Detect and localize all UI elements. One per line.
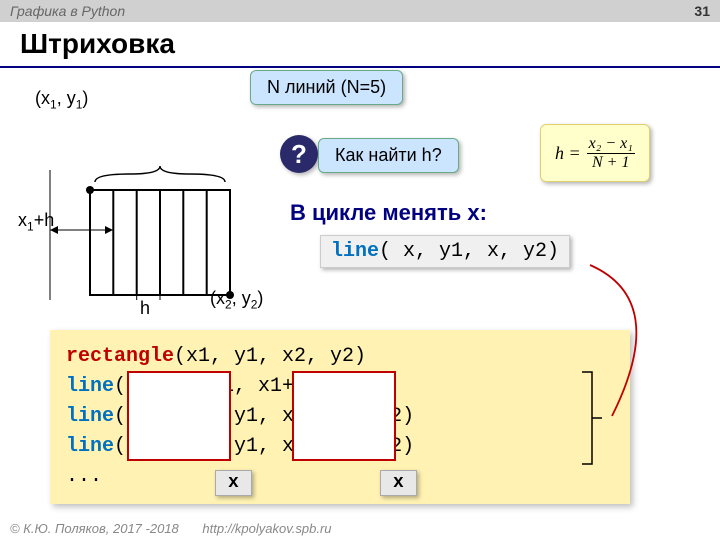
label-h: h [140,298,150,319]
formula-box: h = x₂ − x₁ N + 1 [540,124,650,182]
callout-n-lines: N линий (N=5) [250,70,403,105]
kw-line: line [331,240,379,263]
hl-col2 [292,371,396,461]
header-left: Графика в Python [10,3,125,19]
title-underline [0,66,720,68]
page-number: 31 [694,3,710,19]
formula-fraction: x₂ − x₁ N + 1 [587,135,635,171]
question-text: Как найти h? [318,138,459,173]
formula-lhs: h = [555,143,581,164]
x-label-2: x [380,470,417,496]
footer-copy: © К.Ю. Поляков, 2017 -2018 [10,521,179,536]
label-x1h: x1+h [18,210,54,234]
code-line-5: ... [66,462,614,492]
hatch-diagram [10,80,270,300]
x-label-1: x [215,470,252,496]
footer-link[interactable]: http://kpolyakov.spb.ru [202,521,331,536]
footer: © К.Ю. Поляков, 2017 -2018 http://kpolya… [10,521,332,536]
coord-tl: (x1, y1) [35,88,88,112]
slide-header: Графика в Python 31 [0,0,720,22]
code-inline: line( x, y1, x, y2) [320,235,570,268]
question-icon: ? [280,135,318,173]
arrow-curve [560,260,700,430]
hl-col1 [127,371,231,461]
code-line-1: rectangle(x1, y1, x2, y2) [66,342,614,372]
coord-br: (x2, y2) [210,288,263,312]
loop-heading: В цикле менять x: [290,200,487,226]
slide-title: Штриховка [20,28,175,60]
